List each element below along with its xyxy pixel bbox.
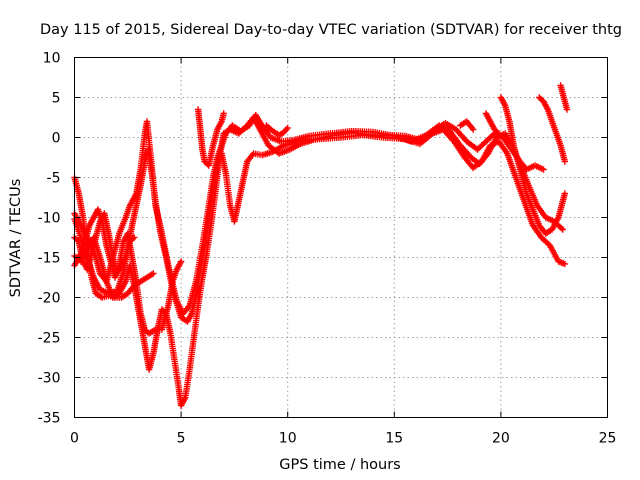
series-s9: [536, 94, 569, 165]
data-point: [284, 124, 291, 132]
series-s7: [194, 106, 227, 169]
series-s6: [71, 210, 138, 277]
x-axis-title: GPS time / hours: [279, 457, 400, 473]
data-point: [129, 235, 136, 243]
chart-title: Day 115 of 2015, Sidereal Day-to-day VTE…: [40, 22, 622, 38]
y-tick-label: -10: [38, 211, 61, 227]
series-s13: [263, 122, 291, 139]
series-s1: [71, 126, 569, 325]
data-point: [130, 234, 138, 241]
series-s3: [71, 111, 547, 317]
data-point: [559, 226, 566, 233]
data-point: [495, 130, 502, 137]
x-tick-label: 25: [599, 431, 617, 447]
data-point: [220, 110, 227, 117]
data-point: [563, 106, 571, 113]
data-point: [469, 126, 477, 133]
series-s12: [482, 110, 502, 137]
series-layer: [71, 82, 571, 409]
data-point: [561, 190, 569, 197]
y-tick-label: -15: [38, 251, 61, 267]
y-tick-label: -30: [38, 371, 61, 387]
y-tick-label: -20: [38, 291, 61, 307]
series-s10: [557, 82, 571, 113]
series-s8: [497, 94, 569, 237]
data-point: [150, 270, 157, 277]
plot-frame: [74, 57, 608, 418]
y-axis-title: SDTVAR / TECUs: [8, 179, 24, 298]
y-tick-label: 5: [52, 91, 61, 107]
x-tick-label: 15: [385, 431, 403, 447]
x-tick-label: 20: [492, 431, 510, 447]
data-point: [540, 166, 547, 173]
y-tick-label: 10: [43, 51, 61, 67]
y-tick-label: 0: [52, 131, 61, 147]
y-tick-label: -35: [38, 411, 61, 427]
series-s11: [457, 118, 477, 133]
data-point: [561, 260, 569, 268]
tick-layer: 0 5 10 15 20 25 10 5 0 -5 -10 -15 -20 -25 -30 -35: [38, 51, 617, 447]
grid-layer: [74, 57, 608, 418]
data-point: [561, 158, 569, 165]
data-point: [494, 128, 501, 136]
data-point: [177, 258, 185, 265]
x-tick-label: 5: [177, 431, 186, 447]
x-tick-label: 0: [70, 431, 79, 447]
data-point: [74, 236, 81, 244]
y-tick-label: -25: [38, 331, 61, 347]
x-tick-label: 10: [279, 431, 297, 447]
y-tick-label: -5: [47, 171, 61, 187]
data-point: [558, 224, 565, 232]
